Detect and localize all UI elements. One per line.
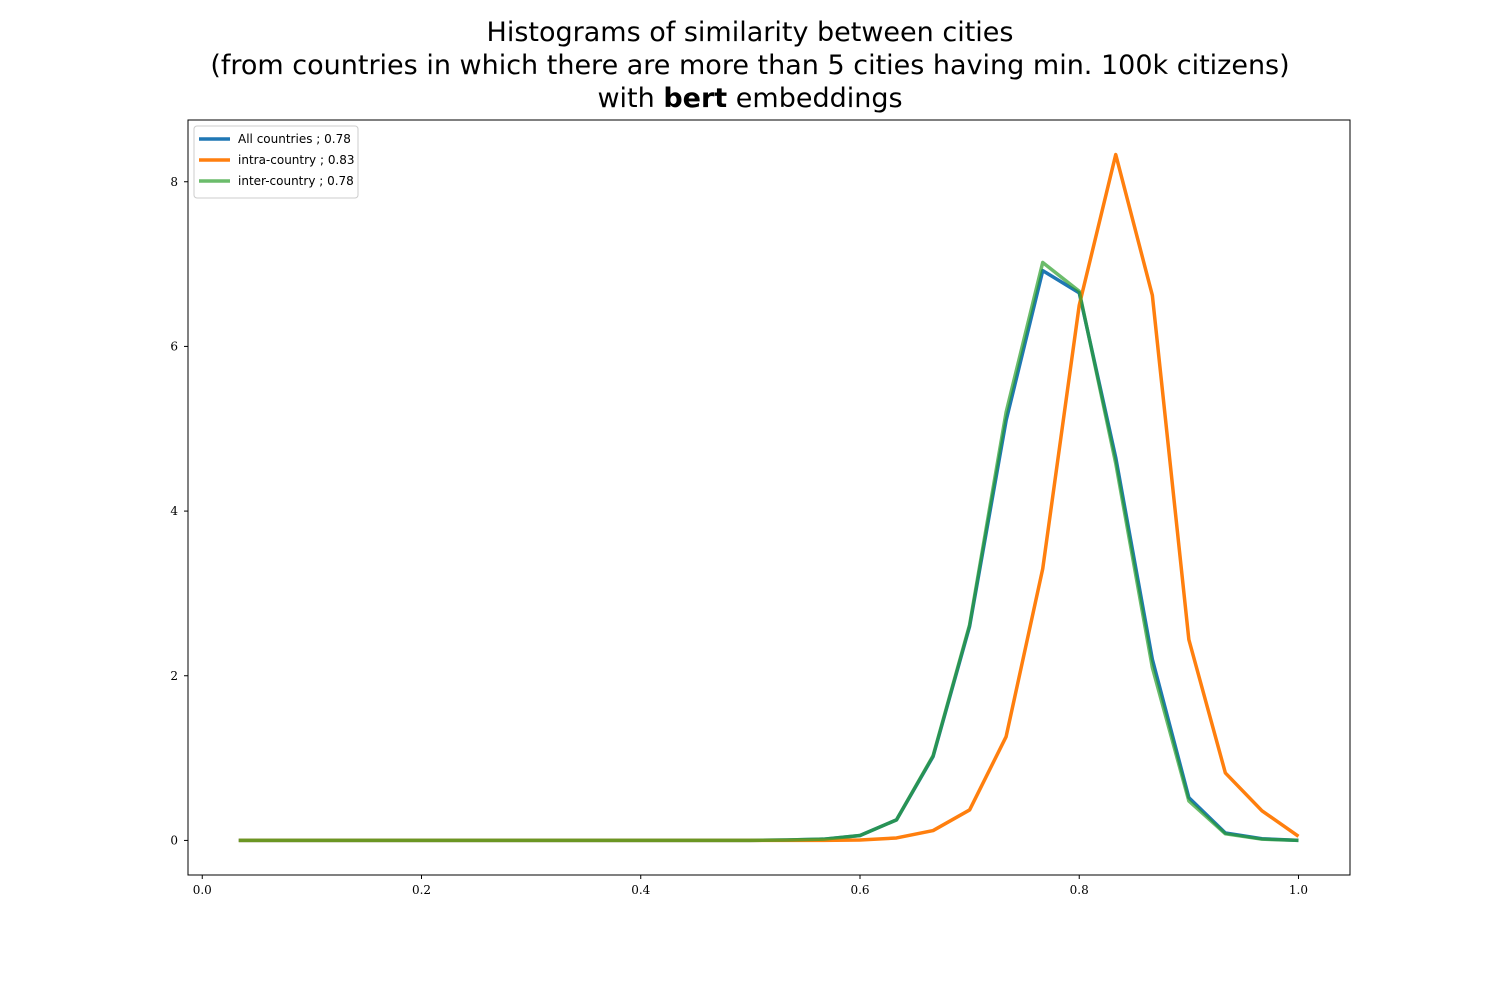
y-axis-ticks: 0 2 4 6 8 bbox=[170, 175, 188, 847]
y-tick-label: 8 bbox=[170, 175, 178, 189]
legend-label-3: inter-country ; 0.78 bbox=[238, 174, 354, 188]
title-bold-model: bert bbox=[663, 83, 728, 114]
legend-box bbox=[193, 125, 359, 199]
series-layer bbox=[238, 152, 1300, 843]
chart-title: Histograms of similarity between cities … bbox=[0, 16, 1500, 115]
axes-frame bbox=[187, 119, 1351, 876]
chart-title-line-3: with bert embeddings bbox=[0, 82, 1500, 115]
y-tick-label: 4 bbox=[170, 504, 178, 518]
x-tick-label: 1.0 bbox=[1289, 883, 1308, 897]
legend-label-2: intra-country ; 0.83 bbox=[238, 153, 355, 167]
x-tick-label: 0.8 bbox=[1070, 883, 1089, 897]
series-line-1 bbox=[238, 268, 1299, 843]
title-prefix: with bbox=[597, 83, 664, 114]
series-line-2 bbox=[238, 152, 1300, 843]
title-suffix: embeddings bbox=[727, 83, 903, 114]
x-tick-label: 0.0 bbox=[193, 883, 212, 897]
x-tick-label: 0.4 bbox=[631, 883, 650, 897]
chart-title-line-2: (from countries in which there are more … bbox=[210, 50, 1290, 81]
series-line-3 bbox=[238, 260, 1299, 843]
y-tick-label: 6 bbox=[170, 339, 178, 353]
y-tick-label: 0 bbox=[170, 833, 178, 847]
y-tick-label: 2 bbox=[170, 669, 178, 683]
x-axis-ticks: 0.0 0.2 0.4 0.6 0.8 1.0 bbox=[193, 875, 1308, 897]
chart-title-line-1: Histograms of similarity between cities bbox=[486, 17, 1014, 48]
legend: All countries ; 0.78 intra-country ; 0.83… bbox=[193, 125, 359, 199]
x-tick-label: 0.6 bbox=[850, 883, 869, 897]
x-tick-label: 0.2 bbox=[412, 883, 431, 897]
legend-label-1: All countries ; 0.78 bbox=[238, 132, 351, 146]
